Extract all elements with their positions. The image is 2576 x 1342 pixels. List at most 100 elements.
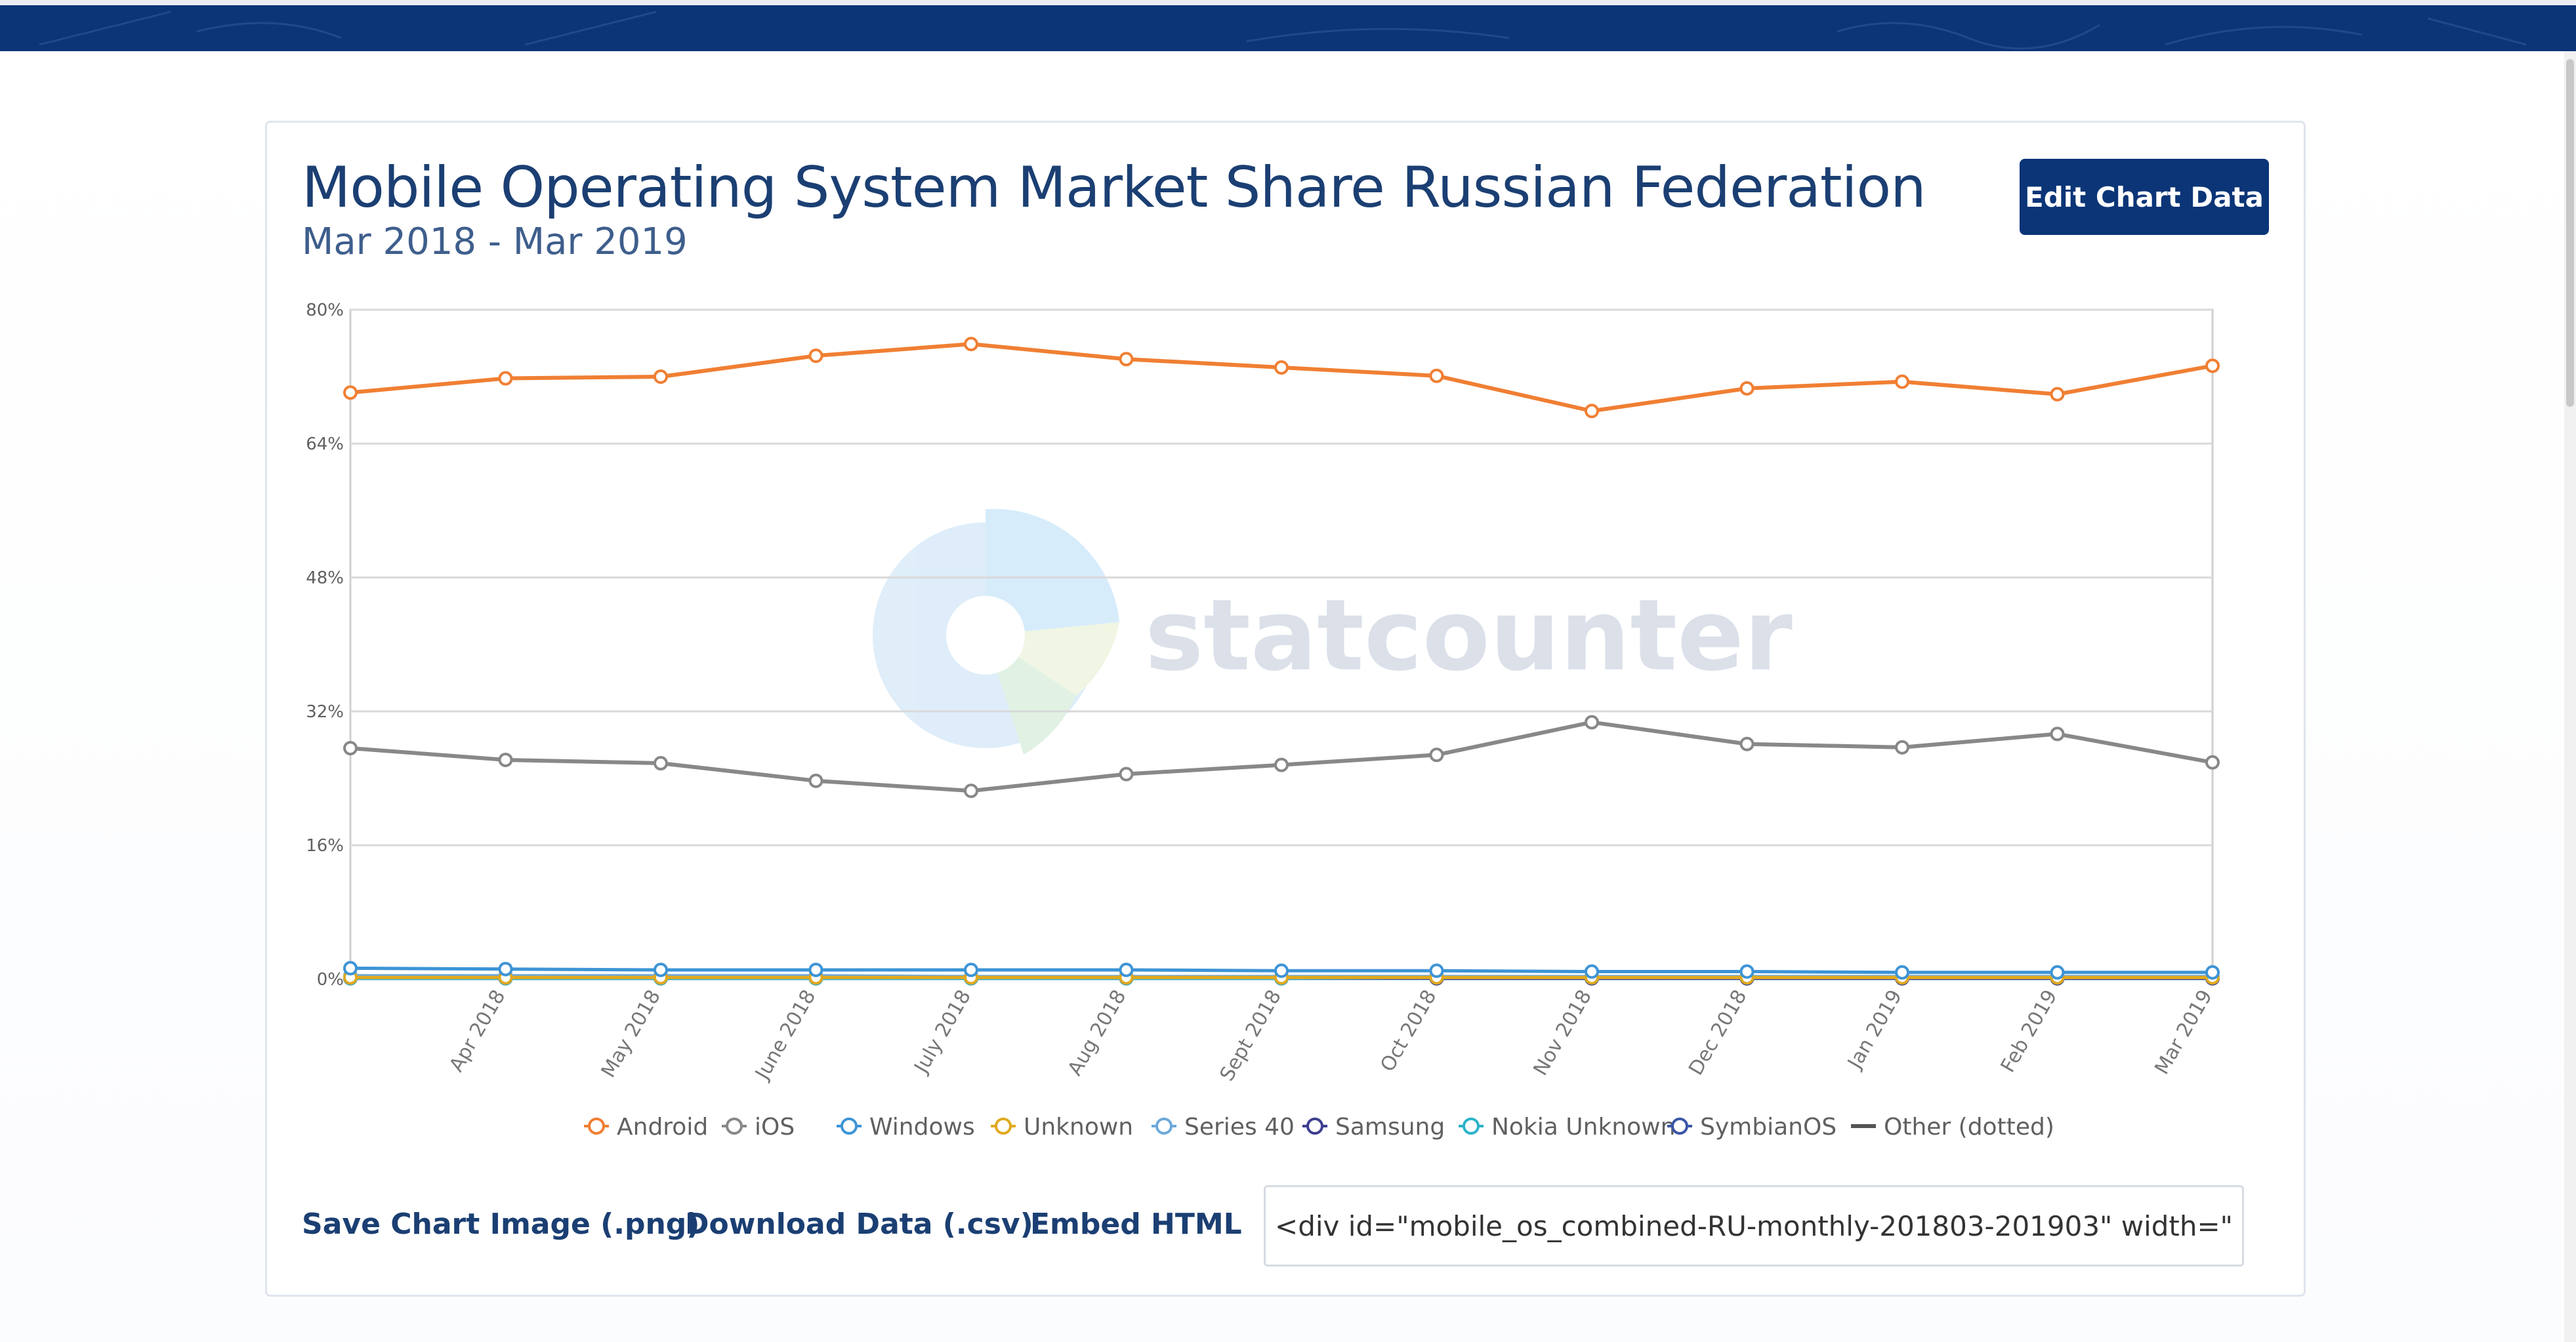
data-point-windows[interactable]: [1895, 965, 1909, 980]
top-banner: [0, 0, 2576, 51]
data-point-ios[interactable]: [343, 741, 358, 756]
legend-item-android[interactable]: Android: [584, 1114, 708, 1141]
data-point-android[interactable]: [1895, 374, 1909, 389]
data-point-android[interactable]: [2205, 358, 2220, 373]
data-point-ios[interactable]: [2205, 755, 2220, 770]
data-point-windows[interactable]: [654, 962, 668, 977]
data-point-android[interactable]: [654, 369, 668, 384]
data-point-ios[interactable]: [1739, 736, 1755, 751]
legend-label: SymbianOS: [1700, 1114, 1837, 1141]
legend-label: Nokia Unknown: [1491, 1114, 1675, 1141]
data-point-android[interactable]: [2050, 387, 2065, 402]
legend-label: Unknown: [1024, 1114, 1133, 1141]
legend-item-samsung[interactable]: Samsung: [1302, 1114, 1445, 1141]
series-line-ios: [350, 720, 2213, 793]
y-tick-label: 0%: [317, 970, 344, 990]
legend-item-windows[interactable]: Windows: [837, 1114, 975, 1141]
data-point-windows[interactable]: [964, 962, 978, 977]
data-point-android[interactable]: [343, 385, 358, 400]
legend-marker: [1463, 1118, 1480, 1135]
series-line-android: [350, 342, 2213, 413]
data-point-android[interactable]: [498, 371, 513, 386]
data-point-windows[interactable]: [1429, 963, 1444, 978]
y-tick-label: 48%: [306, 568, 344, 588]
data-point-android[interactable]: [808, 348, 823, 364]
data-point-windows[interactable]: [2205, 965, 2220, 980]
x-tick-label: July 2018: [909, 986, 976, 1078]
legend-marker: [841, 1118, 858, 1135]
x-tick-label: Nov 2018: [1529, 986, 1596, 1080]
edit-chart-data-button[interactable]: Edit Chart Data: [2020, 159, 2269, 235]
x-tick-label: Oct 2018: [1376, 986, 1441, 1076]
data-point-ios[interactable]: [1895, 740, 1909, 755]
legend-label: Series 40: [1184, 1114, 1295, 1141]
legend-label: Windows: [869, 1114, 975, 1141]
legend-label: Android: [617, 1114, 708, 1141]
legend-item-series-40[interactable]: Series 40: [1152, 1114, 1295, 1141]
legend-marker: [1671, 1118, 1688, 1135]
data-point-android[interactable]: [1585, 404, 1599, 419]
data-point-android[interactable]: [1429, 368, 1444, 383]
data-point-ios[interactable]: [1119, 766, 1134, 782]
banner-map-pattern: [39, 10, 2527, 50]
watermark-logo-segment-blue: [986, 509, 1119, 635]
legend-marker: [726, 1118, 743, 1135]
x-tick-label: Mar 2019: [2150, 986, 2217, 1079]
legend-marker: [1306, 1118, 1323, 1135]
data-point-ios[interactable]: [498, 752, 513, 767]
data-point-android[interactable]: [1739, 381, 1755, 396]
data-point-ios[interactable]: [808, 773, 823, 788]
legend-marker: [995, 1118, 1012, 1135]
x-tick-label: May 2018: [597, 986, 665, 1082]
chart-subtitle: Mar 2018 - Mar 2019: [302, 220, 688, 263]
x-tick-label: Jan 2019: [1843, 986, 1907, 1074]
data-point-windows[interactable]: [1585, 964, 1599, 979]
scrollbar-thumb[interactable]: [2566, 59, 2574, 407]
chart-title: Mobile Operating System Market Share Rus…: [302, 155, 1926, 220]
watermark-text: statcounter: [1145, 579, 1793, 693]
x-tick-label: Aug 2018: [1064, 986, 1131, 1080]
data-point-android[interactable]: [964, 337, 978, 352]
watermark-logo-hole: [946, 596, 1025, 675]
chart-card: [265, 121, 2306, 1297]
y-tick-label: 80%: [306, 301, 344, 320]
data-point-android[interactable]: [1274, 360, 1289, 375]
statcounter-watermark: statcounter: [873, 509, 1793, 755]
data-point-ios[interactable]: [1429, 747, 1444, 763]
legend-item-other-dotted[interactable]: Other (dotted): [1851, 1114, 2054, 1141]
data-point-ios[interactable]: [964, 784, 978, 799]
data-point-windows[interactable]: [1739, 964, 1755, 979]
x-tick-label: Dec 2018: [1684, 986, 1751, 1080]
data-point-windows[interactable]: [2050, 965, 2065, 980]
data-point-windows[interactable]: [1274, 963, 1289, 978]
y-tick-label: 16%: [306, 836, 344, 856]
download-data-csv-link[interactable]: Download Data (.csv): [685, 1207, 1033, 1241]
legend-item-nokia-unknown[interactable]: Nokia Unknown: [1459, 1114, 1675, 1141]
data-point-android[interactable]: [1119, 352, 1134, 367]
legend-item-unknown[interactable]: Unknown: [991, 1114, 1133, 1141]
legend-marker: [588, 1118, 605, 1135]
y-tick-label: 64%: [306, 434, 344, 454]
x-tick-label: Apr 2018: [445, 986, 510, 1076]
legend-marker: [1155, 1118, 1173, 1135]
save-chart-image-link[interactable]: Save Chart Image (.png): [302, 1207, 700, 1241]
embed-html-link[interactable]: Embed HTML: [1030, 1207, 1242, 1241]
x-tick-label: June 2018: [751, 986, 821, 1085]
data-point-windows[interactable]: [343, 961, 358, 976]
data-point-ios[interactable]: [654, 756, 668, 771]
legend-label: Other (dotted): [1884, 1114, 2054, 1141]
data-point-windows[interactable]: [808, 962, 823, 977]
data-point-windows[interactable]: [498, 961, 513, 976]
legend-label: Samsung: [1335, 1114, 1445, 1141]
embed-code-input[interactable]: [1264, 1185, 2244, 1267]
x-tick-label: Feb 2019: [1997, 986, 2062, 1077]
data-point-ios[interactable]: [2050, 726, 2065, 742]
legend-item-symbianos[interactable]: SymbianOS: [1667, 1114, 1837, 1141]
legend-label: iOS: [755, 1114, 795, 1141]
data-point-ios[interactable]: [1585, 715, 1599, 730]
y-tick-label: 32%: [306, 702, 344, 722]
data-point-windows[interactable]: [1119, 962, 1134, 977]
data-point-ios[interactable]: [1274, 757, 1289, 772]
legend-item-ios[interactable]: iOS: [722, 1114, 795, 1141]
